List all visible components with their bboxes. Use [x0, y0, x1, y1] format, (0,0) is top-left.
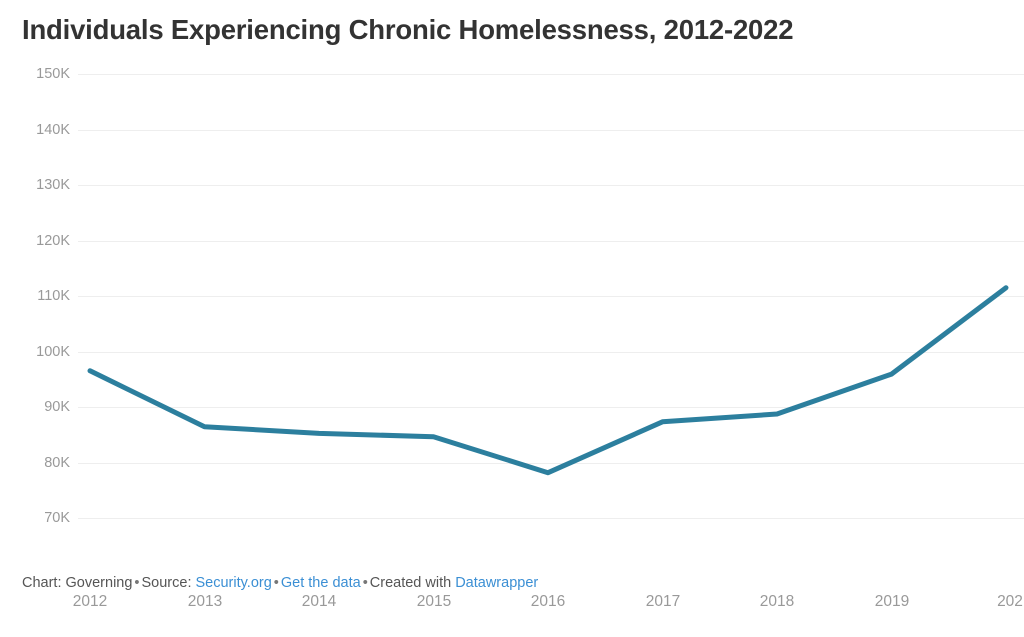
plot-area: 150K 140K 130K 120K 110K 100K 90K 80K 70… [0, 60, 1024, 610]
chart-title: Individuals Experiencing Chronic Homeles… [22, 14, 794, 45]
y-axis-tick-70k: 70K [44, 510, 70, 526]
footer-datawrapper-link[interactable]: Datawrapper [455, 575, 539, 591]
footer-separator-1: • [134, 575, 140, 591]
y-axis-tick-120k: 120K [36, 233, 70, 249]
x-axis-tick-2012: 2012 [72, 593, 108, 610]
footer-source-prefix: Source: [141, 575, 196, 591]
gridline-70k [78, 518, 1024, 519]
gridline-120k [78, 241, 1024, 242]
x-axis-tick-2015: 2015 [416, 593, 452, 610]
footer-chart-credit-prefix: Chart: [22, 575, 66, 591]
y-axis-tick-150k: 150K [36, 66, 70, 82]
y-axis-tick-110k: 110K [37, 288, 70, 304]
footer-separator-3: • [362, 575, 368, 591]
gridline-80k [78, 463, 1024, 464]
x-axis-tick-2017: 2017 [645, 593, 681, 610]
y-axis-tick-130k: 130K [36, 177, 70, 193]
footer-chart-credit: Governing [65, 575, 133, 591]
y-axis-tick-80k: 80K [44, 455, 70, 471]
y-axis-tick-100k: 100K [36, 344, 70, 360]
x-axis-tick-2018: 2018 [759, 593, 795, 610]
chart-footer: Chart: Governing • Source: Security.org • Ge… [22, 575, 538, 591]
gridline-130k [78, 185, 1024, 186]
x-axis-tick-2019: 2019 [874, 593, 910, 610]
footer-source-link[interactable]: Security.org [195, 575, 272, 591]
y-axis-tick-140k: 140K [36, 122, 70, 138]
x-axis-tick-2014: 2014 [301, 593, 337, 610]
y-axis-tick-90k: 90K [44, 399, 70, 415]
gridline-150k [78, 74, 1024, 75]
x-axis-tick-2016: 2016 [530, 593, 566, 610]
footer-separator-2: • [273, 575, 279, 591]
footer-created-prefix: Created with [369, 575, 456, 591]
gridline-140k [78, 130, 1024, 131]
footer-get-data-link[interactable]: Get the data [280, 575, 361, 591]
x-axis-tick-2020: 202 [997, 593, 1023, 610]
x-axis-tick-2013: 2013 [187, 593, 223, 610]
gridline-110k [78, 296, 1024, 297]
gridline-100k [78, 352, 1024, 353]
gridline-90k [78, 407, 1024, 408]
